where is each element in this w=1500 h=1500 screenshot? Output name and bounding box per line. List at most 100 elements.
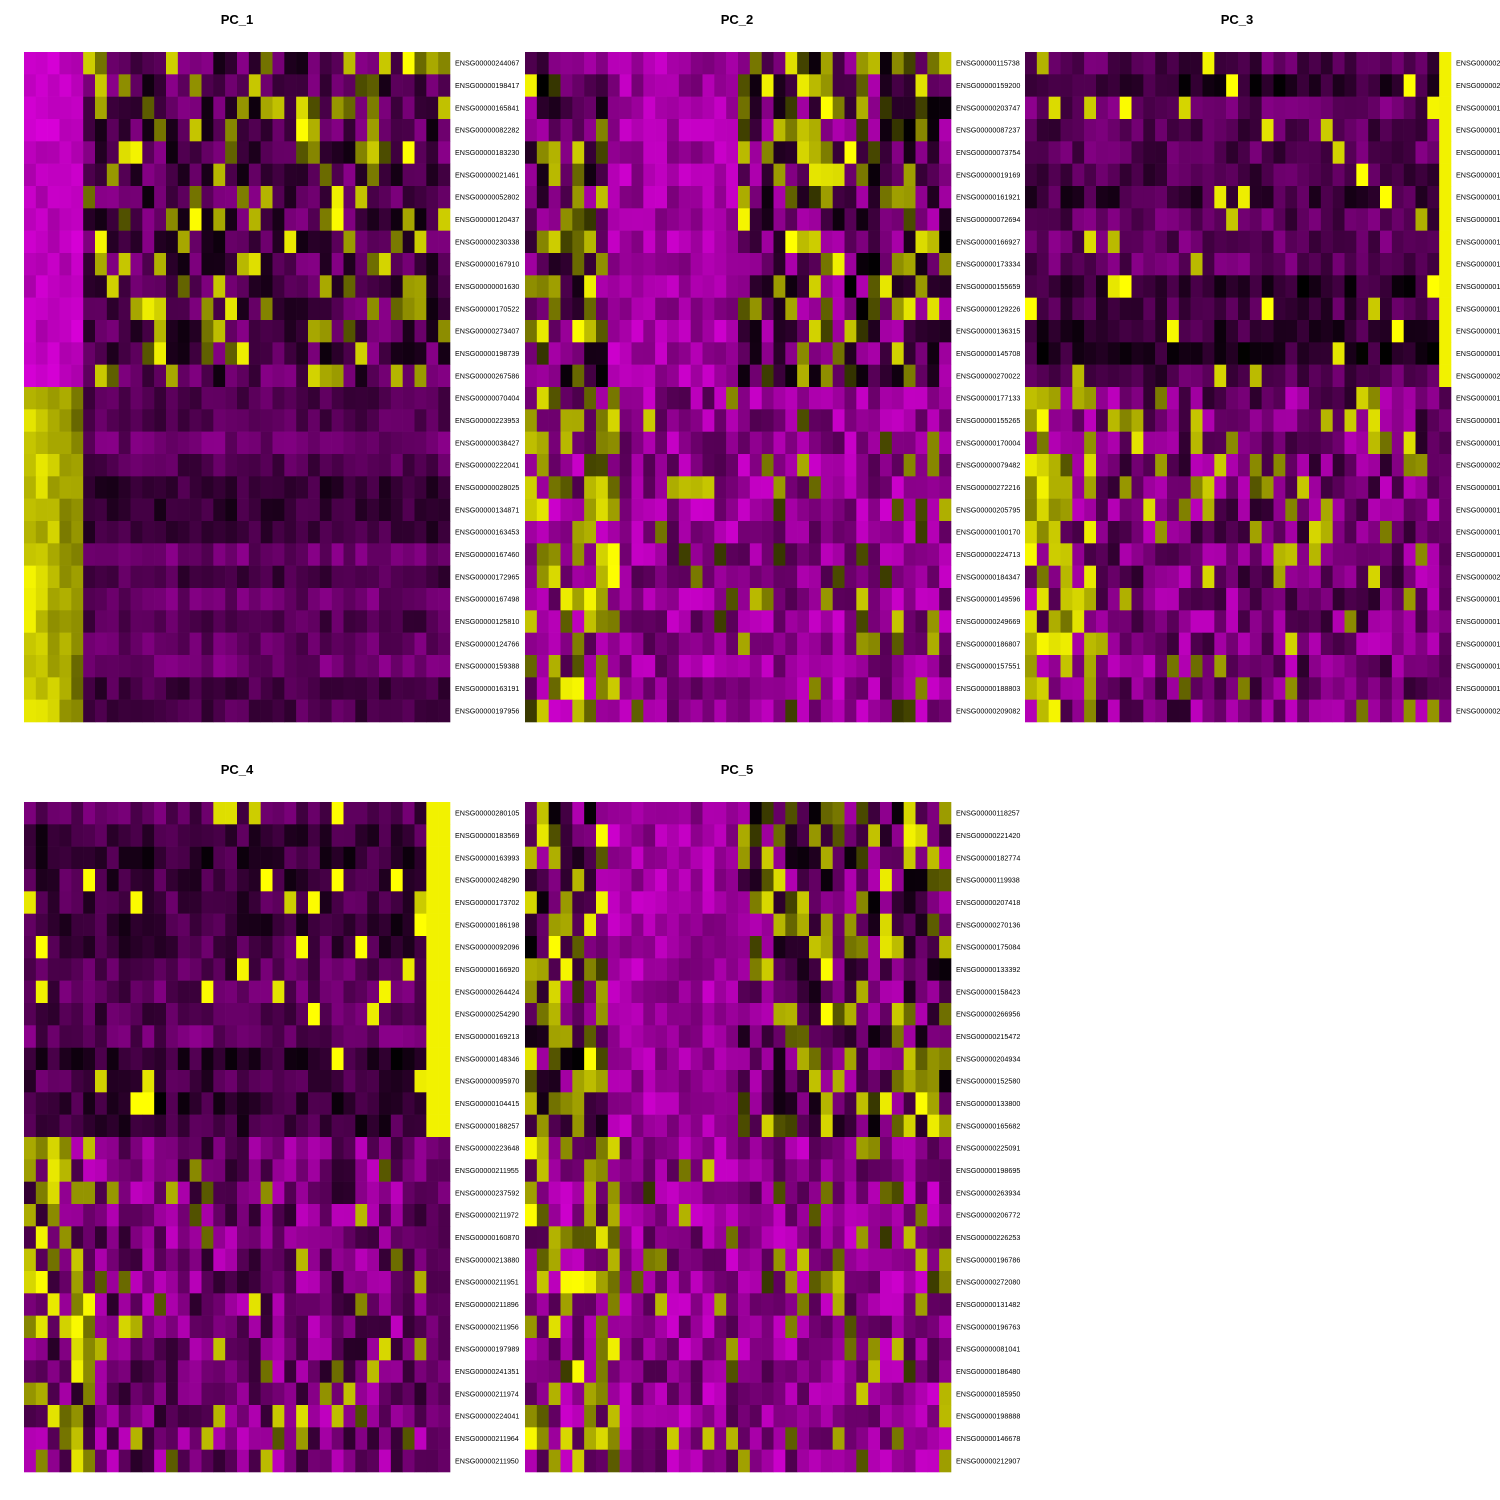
- heatmap-cell: [225, 342, 238, 365]
- heatmap-cell: [390, 1092, 403, 1115]
- heatmap-cell: [106, 320, 119, 343]
- heatmap-cell: [1261, 677, 1274, 700]
- heatmap-cell: [1285, 186, 1298, 209]
- heatmap-cell: [939, 454, 952, 477]
- heatmap-cell: [1344, 699, 1357, 723]
- heatmap-cell: [237, 186, 250, 209]
- gene-labels: ENSG000002ENSG000002ENSG000001ENSG000001…: [1456, 59, 1500, 716]
- heatmap-cell: [402, 1405, 415, 1428]
- heatmap-cell: [414, 543, 427, 566]
- heatmap-cell: [868, 253, 881, 276]
- heatmap-cell: [237, 543, 250, 566]
- heatmap-cell: [631, 913, 644, 937]
- gene-label: ENSG000001: [1456, 595, 1500, 604]
- heatmap-cell: [525, 1070, 538, 1093]
- heatmap-cell: [95, 1405, 108, 1428]
- heatmap-cell: [1072, 498, 1085, 522]
- heatmap-cell: [189, 565, 202, 589]
- heatmap-cell: [690, 891, 703, 914]
- heatmap-cell: [1427, 498, 1440, 522]
- heatmap-cell: [213, 655, 226, 678]
- heatmap-cell: [201, 632, 214, 656]
- heatmap-cell: [237, 1003, 250, 1026]
- heatmap-cell: [438, 521, 451, 544]
- heatmap-cell: [308, 565, 321, 589]
- heatmap-cell: [1143, 74, 1156, 97]
- heatmap-cell: [201, 1293, 214, 1316]
- heatmap-cell: [308, 610, 321, 633]
- heatmap-cell: [225, 387, 238, 410]
- heatmap-cell: [71, 1271, 84, 1294]
- heatmap-cell: [414, 802, 427, 825]
- gene-labels: ENSG00000244067ENSG00000198417ENSG000001…: [455, 59, 519, 716]
- heatmap-cell: [402, 208, 415, 231]
- heatmap-cell: [619, 297, 632, 321]
- heatmap-cell: [1403, 632, 1416, 656]
- heatmap-cell: [237, 913, 250, 937]
- heatmap-cell: [95, 699, 108, 723]
- heatmap-cell: [903, 655, 916, 678]
- heatmap-cell: [248, 677, 261, 700]
- heatmap-cell: [1320, 565, 1333, 589]
- heatmap-cell: [1261, 141, 1274, 164]
- heatmap-cell: [379, 1427, 392, 1450]
- heatmap-cell: [260, 141, 273, 164]
- heatmap-cell: [749, 588, 762, 611]
- heatmap-cell: [355, 186, 368, 209]
- heatmap-cell: [1036, 521, 1049, 544]
- heatmap-cell: [1202, 96, 1215, 120]
- heatmap-cell: [177, 632, 190, 656]
- heatmap-cell: [201, 1449, 214, 1473]
- heatmap-cell: [308, 1003, 321, 1026]
- heatmap-cell: [402, 1271, 415, 1294]
- heatmap-cell: [237, 632, 250, 656]
- heatmap-cell: [355, 1338, 368, 1361]
- heatmap-cell: [284, 824, 297, 847]
- heatmap-cell: [809, 1003, 822, 1026]
- heatmap-cell: [1368, 476, 1381, 499]
- heatmap-cell: [237, 699, 250, 723]
- heatmap-cell: [560, 141, 573, 164]
- heatmap-cell: [667, 677, 680, 700]
- heatmap-cell: [655, 364, 668, 388]
- heatmap-cell: [118, 1271, 131, 1294]
- heatmap-cell: [1249, 119, 1262, 142]
- heatmap-cell: [59, 913, 72, 937]
- heatmap-cell: [367, 74, 380, 97]
- heatmap-cell: [572, 275, 585, 298]
- heatmap-cell: [1178, 119, 1191, 142]
- heatmap-cell: [584, 1025, 597, 1048]
- heatmap-cell: [1332, 387, 1345, 410]
- heatmap-cell: [1143, 119, 1156, 142]
- heatmap-cell: [1096, 431, 1109, 455]
- heatmap-cell: [225, 1226, 238, 1249]
- heatmap-cell: [939, 1003, 952, 1026]
- heatmap-cell: [891, 141, 904, 164]
- heatmap-cell: [939, 521, 952, 544]
- heatmap-cell: [785, 565, 798, 589]
- heatmap-cell: [1309, 610, 1322, 633]
- heatmap-cell: [1084, 119, 1097, 142]
- heatmap-cell: [1403, 297, 1416, 321]
- heatmap-cell: [35, 253, 48, 276]
- heatmap-cell: [166, 208, 179, 231]
- heatmap-cell: [177, 454, 190, 477]
- heatmap-cell: [379, 1271, 392, 1294]
- heatmap-cell: [702, 980, 715, 1004]
- heatmap-cell: [331, 846, 344, 870]
- heatmap-cell: [390, 565, 403, 589]
- heatmap-cell: [643, 869, 656, 892]
- heatmap-cell: [655, 543, 668, 566]
- heatmap-cell: [1214, 96, 1227, 120]
- heatmap-cell: [106, 521, 119, 544]
- heatmap-cell: [379, 610, 392, 633]
- heatmap-cell: [355, 699, 368, 723]
- heatmap-cell: [130, 1338, 143, 1361]
- heatmap-cell: [308, 1382, 321, 1406]
- heatmap-cell: [1107, 253, 1120, 276]
- heatmap-cell: [820, 543, 833, 566]
- heatmap-cell: [95, 980, 108, 1004]
- heatmap-cell: [95, 163, 108, 187]
- heatmap-cell: [738, 409, 751, 432]
- heatmap-cell: [1167, 141, 1180, 164]
